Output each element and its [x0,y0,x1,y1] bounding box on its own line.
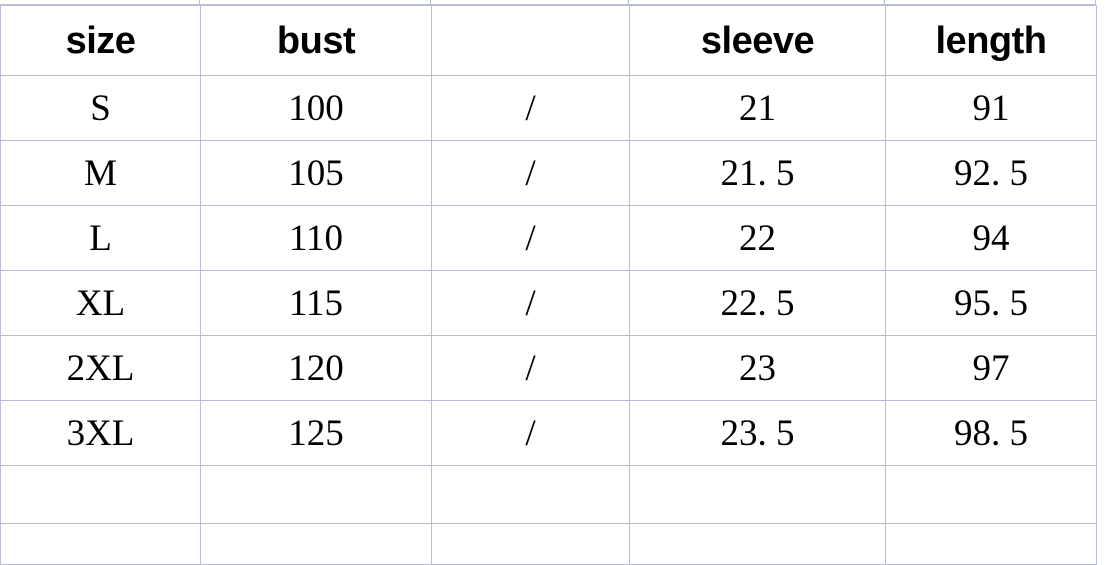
cell-size [0,465,201,524]
cell-length: 94 [885,205,1097,271]
cell-sleeve: 21 [629,75,886,141]
cell-size: M [0,140,201,206]
cell-sleeve [629,465,886,524]
cell-bust: 115 [200,270,432,336]
cell-blank: / [431,205,630,271]
gridline-segment [1095,0,1096,5]
table-empty-row [0,465,1097,524]
cell-blank: / [431,140,630,206]
cell-bust: 105 [200,140,432,206]
cell-bust [200,523,432,565]
cell-length [885,523,1097,565]
gridline-segment [884,0,885,5]
table-row: 2XL 120 / 23 97 [0,335,1097,401]
column-header-sleeve: sleeve [629,5,886,76]
table-clipped-row [0,523,1097,565]
cell-bust: 100 [200,75,432,141]
cell-bust: 110 [200,205,432,271]
cell-blank: / [431,400,630,466]
cell-length: 92. 5 [885,140,1097,206]
cell-sleeve: 22 [629,205,886,271]
table-header-row: size bust sleeve length [0,5,1097,76]
cell-length: 98. 5 [885,400,1097,466]
cell-bust [200,465,432,524]
gridline-segment [430,0,431,5]
cell-sleeve: 23 [629,335,886,401]
grid-top-sliver [0,0,1096,5]
cell-size: 3XL [0,400,201,466]
gridline-segment [628,0,629,5]
cell-size: 2XL [0,335,201,401]
cell-sleeve [629,523,886,565]
cell-blank [431,465,630,524]
table-row: XL 115 / 22. 5 95. 5 [0,270,1097,336]
table-row: 3XL 125 / 23. 5 98. 5 [0,400,1097,466]
column-header-bust: bust [200,5,432,76]
table-row: L 110 / 22 94 [0,205,1097,271]
cell-bust: 120 [200,335,432,401]
cell-length: 97 [885,335,1097,401]
table-row: M 105 / 21. 5 92. 5 [0,140,1097,206]
cell-bust: 125 [200,400,432,466]
cell-sleeve: 23. 5 [629,400,886,466]
gridline-segment [199,0,200,5]
size-chart-table: size bust sleeve length S 100 / 21 91 M … [0,5,1097,565]
column-header-blank [431,5,630,76]
column-header-length: length [885,5,1097,76]
table-row: S 100 / 21 91 [0,75,1097,141]
cell-blank: / [431,270,630,336]
cell-blank: / [431,75,630,141]
cell-size: XL [0,270,201,336]
cell-size [0,523,201,565]
cell-sleeve: 21. 5 [629,140,886,206]
cell-blank: / [431,335,630,401]
cell-size: S [0,75,201,141]
column-header-size: size [0,5,201,76]
cell-length [885,465,1097,524]
cell-length: 91 [885,75,1097,141]
cell-length: 95. 5 [885,270,1097,336]
cell-size: L [0,205,201,271]
cell-blank [431,523,630,565]
cell-sleeve: 22. 5 [629,270,886,336]
